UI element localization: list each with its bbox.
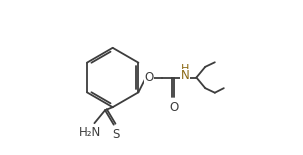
Text: N: N bbox=[181, 69, 189, 82]
Text: S: S bbox=[112, 128, 119, 141]
Text: H₂N: H₂N bbox=[79, 126, 101, 139]
Text: H: H bbox=[181, 64, 189, 74]
Text: O: O bbox=[169, 101, 178, 114]
Text: O: O bbox=[145, 71, 154, 84]
